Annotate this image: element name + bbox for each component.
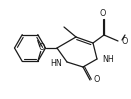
Text: O: O	[94, 76, 100, 85]
Text: HN: HN	[50, 59, 62, 68]
Text: NH: NH	[102, 56, 114, 65]
Text: O: O	[100, 9, 106, 18]
Text: O: O	[39, 43, 45, 52]
Text: O: O	[121, 38, 127, 47]
